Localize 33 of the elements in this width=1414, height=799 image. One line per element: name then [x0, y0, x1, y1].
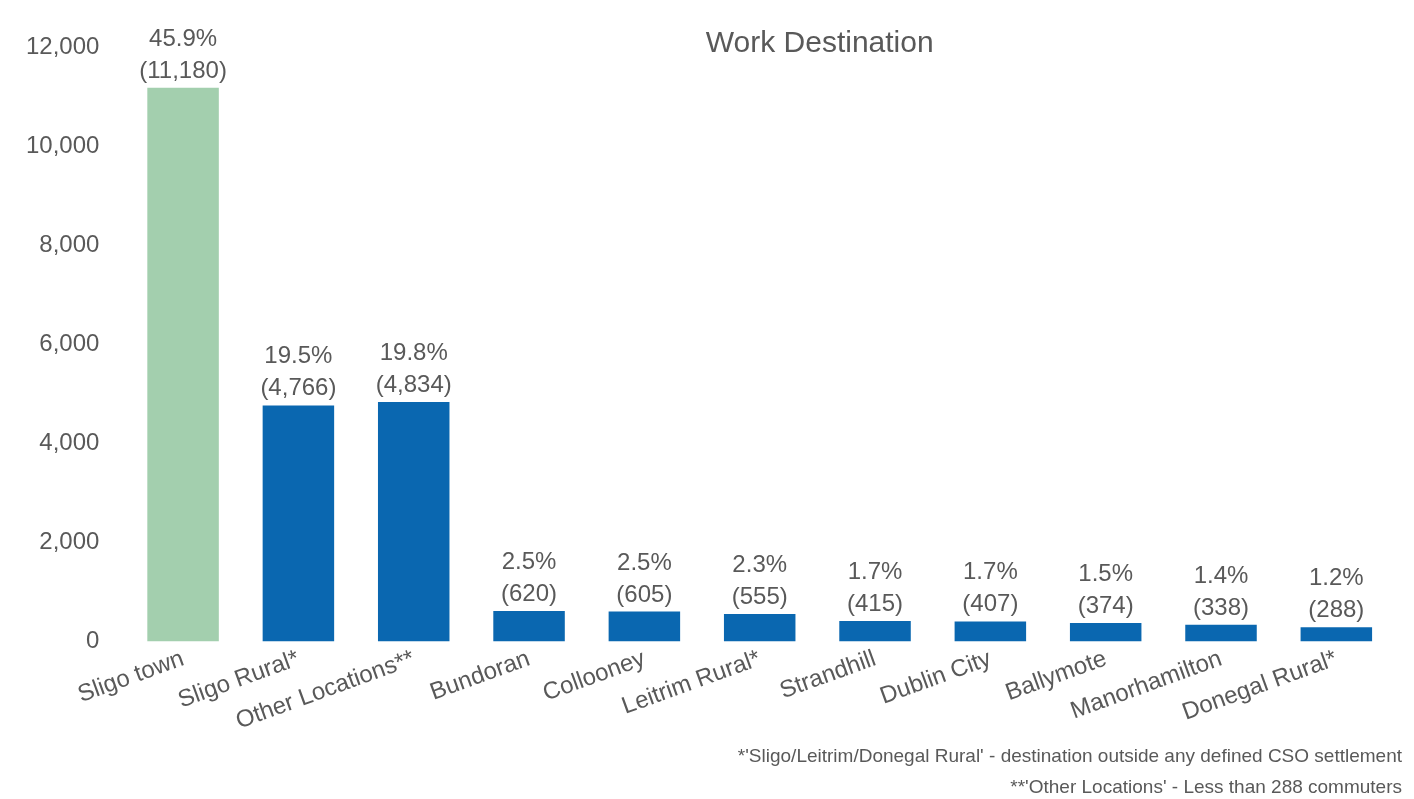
bar: [1185, 624, 1257, 642]
text: **'Other Locations' - Less than 288 commuters: [1010, 776, 1402, 797]
bar: [839, 621, 911, 642]
data-label: 45.9% (11,180): [139, 23, 227, 83]
y-tick-label: 6,000: [39, 328, 100, 356]
chart-title: Work Destination: [705, 25, 934, 59]
data-label: 2.5% (620): [501, 546, 558, 606]
data-label: 2.5% (605): [616, 547, 673, 607]
bar: [954, 621, 1027, 642]
bar: [377, 402, 450, 642]
y-tick-label: 10,000: [26, 130, 100, 158]
data-label: 19.8% (4,834): [375, 338, 452, 398]
bar: [262, 405, 335, 642]
y-tick-label: 0: [86, 626, 100, 654]
data-label: 1.2% (288): [1308, 563, 1365, 623]
bar: [147, 87, 219, 642]
data-label: 1.7% (415): [847, 557, 904, 617]
data-label: 1.7% (407): [962, 557, 1019, 617]
bar: [1300, 627, 1373, 642]
text: *'Sligo/Leitrim/Donegal Rural' - destination outside any defined CSO settlement: [737, 745, 1403, 766]
bar: [493, 610, 565, 642]
data-label: 19.5% (4,766): [260, 341, 337, 401]
bar: [608, 611, 681, 642]
data-label: 1.4% (338): [1192, 560, 1250, 620]
x-tick-label: Dublin City: [876, 643, 995, 709]
y-tick-label: 2,000: [39, 527, 100, 555]
bar: [1069, 623, 1142, 642]
y-tick-label: 12,000: [26, 31, 100, 59]
data-label: 2.3% (555): [731, 550, 788, 610]
data-label: 1.5% (374): [1077, 559, 1134, 619]
y-tick-label: 8,000: [39, 229, 100, 257]
bar: [723, 614, 796, 642]
y-tick-label: 4,000: [39, 428, 100, 456]
